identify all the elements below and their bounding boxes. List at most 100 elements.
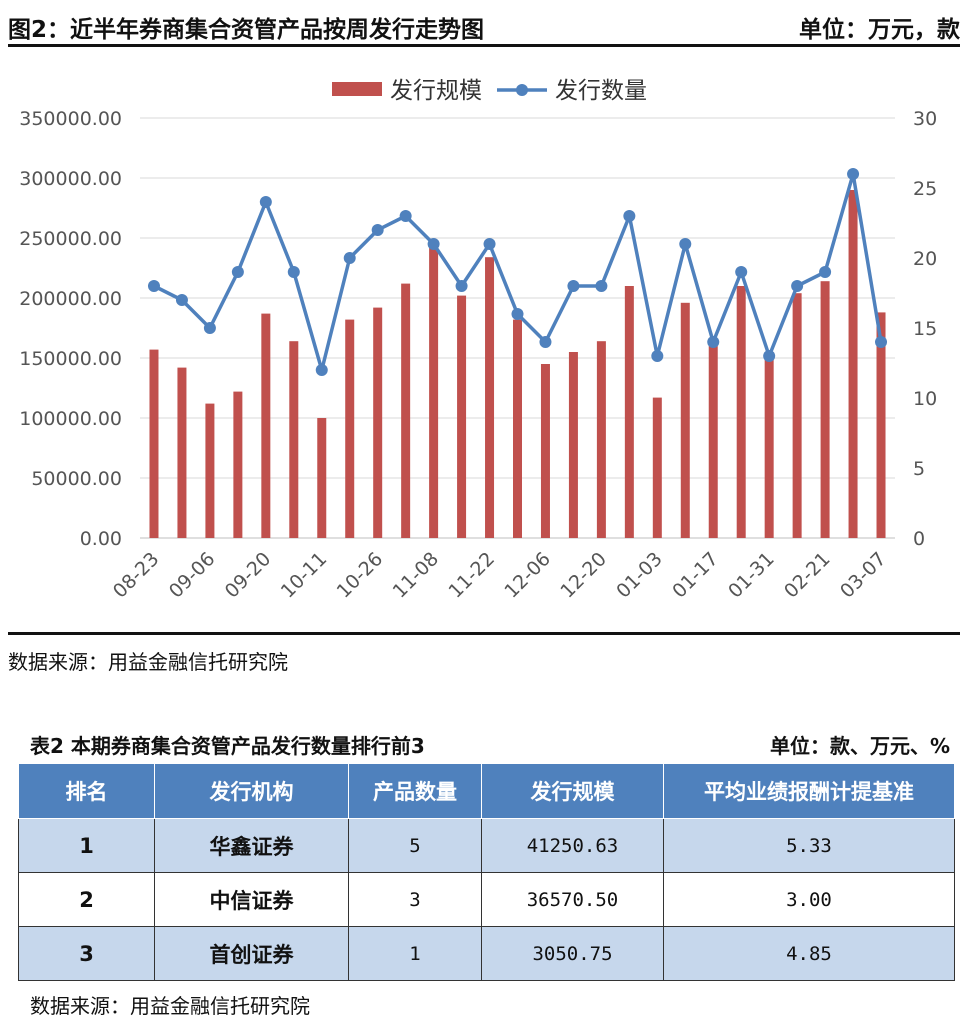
bar	[345, 319, 355, 538]
line-point	[735, 266, 748, 278]
x-tick-label: 10-11	[277, 548, 332, 603]
header-product-count: 产品数量	[348, 763, 482, 819]
bar	[177, 367, 187, 538]
table-row: 3 首创证券 1 3050.75 4.85	[18, 926, 955, 981]
line-point	[539, 336, 552, 348]
bar	[624, 286, 634, 538]
table-title: 表2 本期券商集合资管产品发行数量排行前3	[30, 734, 425, 758]
table-row: 1 华鑫证券 5 41250.63 5.33	[18, 818, 955, 873]
line-point	[371, 224, 384, 236]
x-tick-label: 12-20	[556, 548, 611, 603]
y-left-tick-label: 300000.00	[19, 168, 122, 190]
header-rank: 排名	[18, 763, 155, 819]
figure-source: 数据来源：用益金融信托研究院	[8, 650, 288, 674]
line-point	[511, 308, 524, 320]
legend-swatch-point	[516, 84, 528, 96]
x-tick-label: 11-22	[444, 548, 499, 603]
line-point	[623, 210, 636, 222]
x-tick-label: 09-20	[221, 548, 276, 603]
line-point	[315, 364, 328, 376]
y-right-tick-label: 10	[913, 388, 937, 410]
x-tick-label: 02-21	[780, 548, 835, 603]
cell-benchmark: 3.00	[663, 872, 955, 927]
y-left-tick-label: 200000.00	[19, 288, 122, 310]
x-tick-label: 09-06	[165, 548, 220, 603]
line-point	[427, 238, 440, 250]
bar	[429, 245, 439, 538]
table-unit: 单位：款、万元、%	[769, 734, 950, 758]
line-point	[455, 280, 468, 292]
y-left-tick-label: 350000.00	[19, 108, 122, 130]
x-tick-label: 01-03	[612, 548, 667, 603]
x-tick-label: 08-23	[109, 548, 164, 603]
bar	[792, 293, 802, 538]
y-right-tick-label: 5	[913, 458, 925, 480]
line-point	[651, 350, 664, 362]
cell-institution: 中信证券	[154, 872, 349, 927]
x-tick-label: 12-06	[500, 548, 555, 603]
bar	[596, 341, 606, 538]
line-point	[847, 168, 860, 180]
line-point	[567, 280, 580, 292]
bar	[149, 349, 159, 538]
cell-product-count: 3	[348, 872, 482, 927]
ranking-table: 排名 发行机构 产品数量 发行规模 平均业绩报酬计提基准 1 华鑫证券 5 41…	[18, 763, 955, 981]
y-left-tick-label: 250000.00	[19, 228, 122, 250]
line-point	[343, 252, 356, 264]
bar	[317, 418, 327, 538]
x-tick-label: 11-08	[389, 548, 444, 603]
cell-rank: 1	[18, 818, 155, 873]
cell-rank: 3	[18, 926, 155, 981]
bar	[233, 391, 243, 538]
cell-rank: 2	[18, 872, 155, 927]
cell-product-count: 5	[348, 818, 482, 873]
figure-header: 图2：近半年券商集合资管产品按周发行走势图 单位：万元，款	[8, 4, 960, 43]
bar	[848, 190, 858, 538]
y-left-tick-label: 0.00	[80, 528, 122, 550]
header-issue-scale: 发行规模	[481, 763, 664, 819]
y-left-tick-label: 50000.00	[31, 468, 122, 490]
bar	[652, 397, 662, 538]
figure-unit: 单位：万元，款	[799, 17, 960, 43]
cell-issue-scale: 41250.63	[481, 818, 664, 873]
table-header: 表2 本期券商集合资管产品发行数量排行前3 单位：款、万元、%	[30, 728, 950, 760]
bar	[513, 319, 522, 538]
bar	[820, 281, 830, 538]
bar	[764, 352, 774, 538]
line-point	[819, 266, 832, 278]
line-point	[399, 210, 412, 222]
y-right-tick-label: 15	[913, 318, 937, 340]
cell-benchmark: 5.33	[663, 818, 955, 873]
cell-issue-scale: 3050.75	[481, 926, 664, 981]
x-tick-label: 03-07	[836, 548, 891, 603]
bar	[485, 257, 495, 538]
figure-title: 图2：近半年券商集合资管产品按周发行走势图	[8, 17, 485, 43]
x-tick-label: 01-17	[668, 548, 723, 603]
y-right-tick-label: 0	[913, 528, 925, 550]
legend-label-bar: 发行规模	[390, 78, 482, 104]
line-point	[147, 280, 160, 292]
y-left-tick-label: 100000.00	[19, 408, 122, 430]
cell-benchmark: 4.85	[663, 926, 955, 981]
cell-product-count: 1	[348, 926, 482, 981]
y-right-tick-label: 25	[913, 178, 937, 200]
line-point	[791, 280, 804, 292]
table-header-row: 排名 发行机构 产品数量 发行规模 平均业绩报酬计提基准	[18, 763, 955, 819]
line-point	[287, 266, 300, 278]
line-point	[259, 196, 272, 208]
bar	[680, 302, 690, 538]
header-performance-benchmark: 平均业绩报酬计提基准	[663, 763, 955, 819]
bar	[401, 283, 411, 538]
x-tick-label: 10-26	[333, 548, 388, 603]
line-point	[175, 294, 188, 306]
line-point	[203, 322, 216, 334]
line-point	[707, 336, 720, 348]
chart-bottom-rule	[8, 632, 960, 635]
line-point	[679, 238, 692, 250]
y-right-tick-label: 30	[913, 108, 937, 130]
cell-issue-scale: 36570.50	[481, 872, 664, 927]
legend-label-line: 发行数量	[555, 78, 647, 104]
table-source: 数据来源：用益金融信托研究院	[30, 994, 310, 1018]
line-point	[875, 336, 888, 348]
bar	[540, 364, 550, 538]
